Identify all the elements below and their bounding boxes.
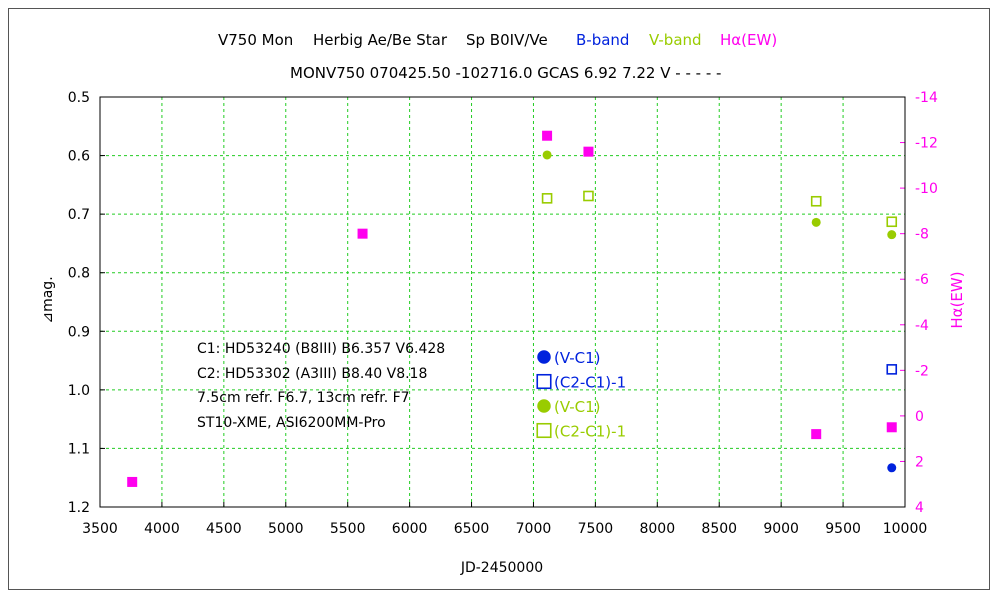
v-band-v-c1-point — [811, 217, 821, 227]
grid — [100, 97, 905, 507]
legend-label: (C2-C1)-1 — [554, 374, 626, 392]
y-tick-label: 1.0 — [68, 383, 90, 399]
x-tick-label: 4500 — [206, 521, 242, 537]
y2-tick-label: -14 — [915, 90, 938, 106]
x-tick-label: 6000 — [392, 521, 428, 537]
v-band-c2-c1-point — [886, 216, 898, 228]
annotation-c2: C2: HD53302 (A3III) B8.40 V8.18 — [197, 366, 427, 382]
chart-title-class: Herbig Ae/Be Star — [313, 31, 448, 49]
legend-label: (C2-C1)-1 — [554, 423, 626, 441]
chart-subtitle: MONV750 070425.50 -102716.0 GCAS 6.92 7.… — [290, 64, 721, 82]
x-tick-label: 9500 — [825, 521, 861, 537]
halpha-ew-point — [357, 228, 368, 239]
legend-halpha: Hα(EW) — [720, 31, 777, 49]
b-band-v-c1-point — [887, 463, 897, 473]
y-axis-label: ⊿mag. — [40, 276, 56, 323]
legend-marker — [536, 373, 552, 390]
y-tick-label: 0.7 — [68, 207, 90, 223]
y2-tick-label: -10 — [915, 181, 938, 197]
chart-title-star: V750 Mon — [218, 31, 293, 49]
y-tick-label: 1.2 — [68, 500, 90, 516]
y2-tick-label: -2 — [915, 363, 929, 379]
v-band-v-c1-point — [542, 150, 552, 160]
legend: (V-C1) (C2-C1)-1 (V-C1) (C2-C1)-1 — [536, 349, 626, 441]
legend-marker — [536, 422, 552, 439]
halpha-ew-point — [127, 476, 138, 487]
chart-frame — [8, 8, 990, 590]
legend-v-band: V-band — [649, 31, 702, 49]
x-tick-label: 5500 — [330, 521, 366, 537]
x-tick-label: 10000 — [883, 521, 928, 537]
y2-tick-label: 2 — [915, 454, 924, 470]
annotation-cameras: ST10-XME, ASI6200MM-Pro — [197, 415, 386, 431]
y-tick-label: 0.8 — [68, 266, 90, 282]
y2-tick-label: -6 — [915, 272, 929, 288]
y-tick-label: 0.6 — [68, 149, 90, 165]
halpha-ew-point — [542, 130, 553, 141]
legend-label: (V-C1) — [554, 398, 601, 416]
legend-marker — [537, 399, 551, 413]
halpha-ew-point — [583, 146, 594, 157]
annotation-telescopes: 7.5cm refr. F6.7, 13cm refr. F7 — [197, 390, 410, 406]
y2-axis-label: Hα(EW) — [948, 271, 966, 328]
x-tick-label: 8000 — [639, 521, 675, 537]
v-band-c2-c1-point — [541, 193, 553, 204]
annotation-c1: C1: HD53240 (B8III) B6.357 V6.428 — [197, 341, 445, 357]
v-band-v-c1-point — [887, 230, 897, 240]
y2-tick-label: 4 — [915, 500, 924, 516]
x-tick-label: 4000 — [144, 521, 180, 537]
y2-tick-label: -4 — [915, 318, 929, 334]
y-tick-label: 0.9 — [68, 324, 90, 340]
axes: 3500 4000 4500 5000 5500 6000 6500 7000 7500 8000… — [68, 90, 938, 537]
data-marks — [127, 130, 898, 487]
legend-marker — [537, 350, 551, 364]
x-tick-label: 6500 — [454, 521, 490, 537]
plot-area-border — [99, 96, 906, 508]
legend-b-band: B-band — [576, 31, 629, 49]
y-tick-label: 0.5 — [68, 90, 90, 106]
x-tick-label: 3500 — [82, 521, 118, 537]
b-band-c2-c1-point — [886, 364, 898, 375]
x-tick-label: 7500 — [578, 521, 614, 537]
v-band-c2-c1-point — [810, 195, 822, 207]
v-band-c2-c1-point — [583, 190, 594, 202]
x-tick-label: 8500 — [701, 521, 737, 537]
halpha-ew-point — [811, 429, 822, 440]
y-tick-label: 1.1 — [68, 441, 90, 457]
y2-tick-label: 0 — [915, 409, 924, 425]
x-axis-label: JD-2450000 — [460, 560, 543, 576]
x-tick-label: 9000 — [763, 521, 799, 537]
y2-tick-label: -8 — [915, 227, 929, 243]
annotations: C1: HD53240 (B8III) B6.357 V6.428 C2: HD… — [197, 341, 445, 431]
legend-label: (V-C1) — [554, 349, 601, 367]
x-tick-label: 5000 — [268, 521, 304, 537]
y2-tick-label: -12 — [915, 136, 938, 152]
x-tick-label: 7000 — [516, 521, 552, 537]
halpha-ew-point — [886, 422, 897, 433]
chart-title-spectral: Sp B0IV/Ve — [466, 31, 548, 49]
